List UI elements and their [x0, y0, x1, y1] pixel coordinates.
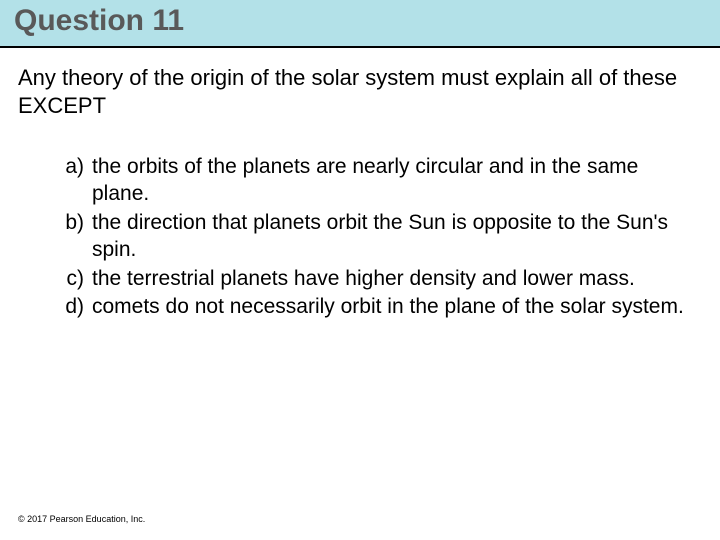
option-text: comets do not necessarily orbit in the p… — [92, 294, 684, 321]
slide: Question 11 Any theory of the origin of … — [0, 0, 720, 540]
options-list: a) the orbits of the planets are nearly … — [62, 154, 684, 323]
option-text: the orbits of the planets are nearly cir… — [92, 154, 684, 208]
option-text: the terrestrial planets have higher dens… — [92, 266, 684, 293]
option-d: d) comets do not necessarily orbit in th… — [62, 294, 684, 321]
option-b: b) the direction that planets orbit the … — [62, 210, 684, 264]
option-letter: b) — [62, 210, 92, 237]
title-underline — [0, 46, 720, 48]
option-letter: d) — [62, 294, 92, 321]
question-text: Any theory of the origin of the solar sy… — [18, 64, 696, 119]
option-a: a) the orbits of the planets are nearly … — [62, 154, 684, 208]
copyright-text: © 2017 Pearson Education, Inc. — [18, 514, 145, 524]
option-c: c) the terrestrial planets have higher d… — [62, 266, 684, 293]
option-text: the direction that planets orbit the Sun… — [92, 210, 684, 264]
title-bar: Question 11 — [0, 0, 720, 46]
option-letter: c) — [62, 266, 92, 293]
question-number-title: Question 11 — [14, 4, 184, 38]
option-letter: a) — [62, 154, 92, 181]
